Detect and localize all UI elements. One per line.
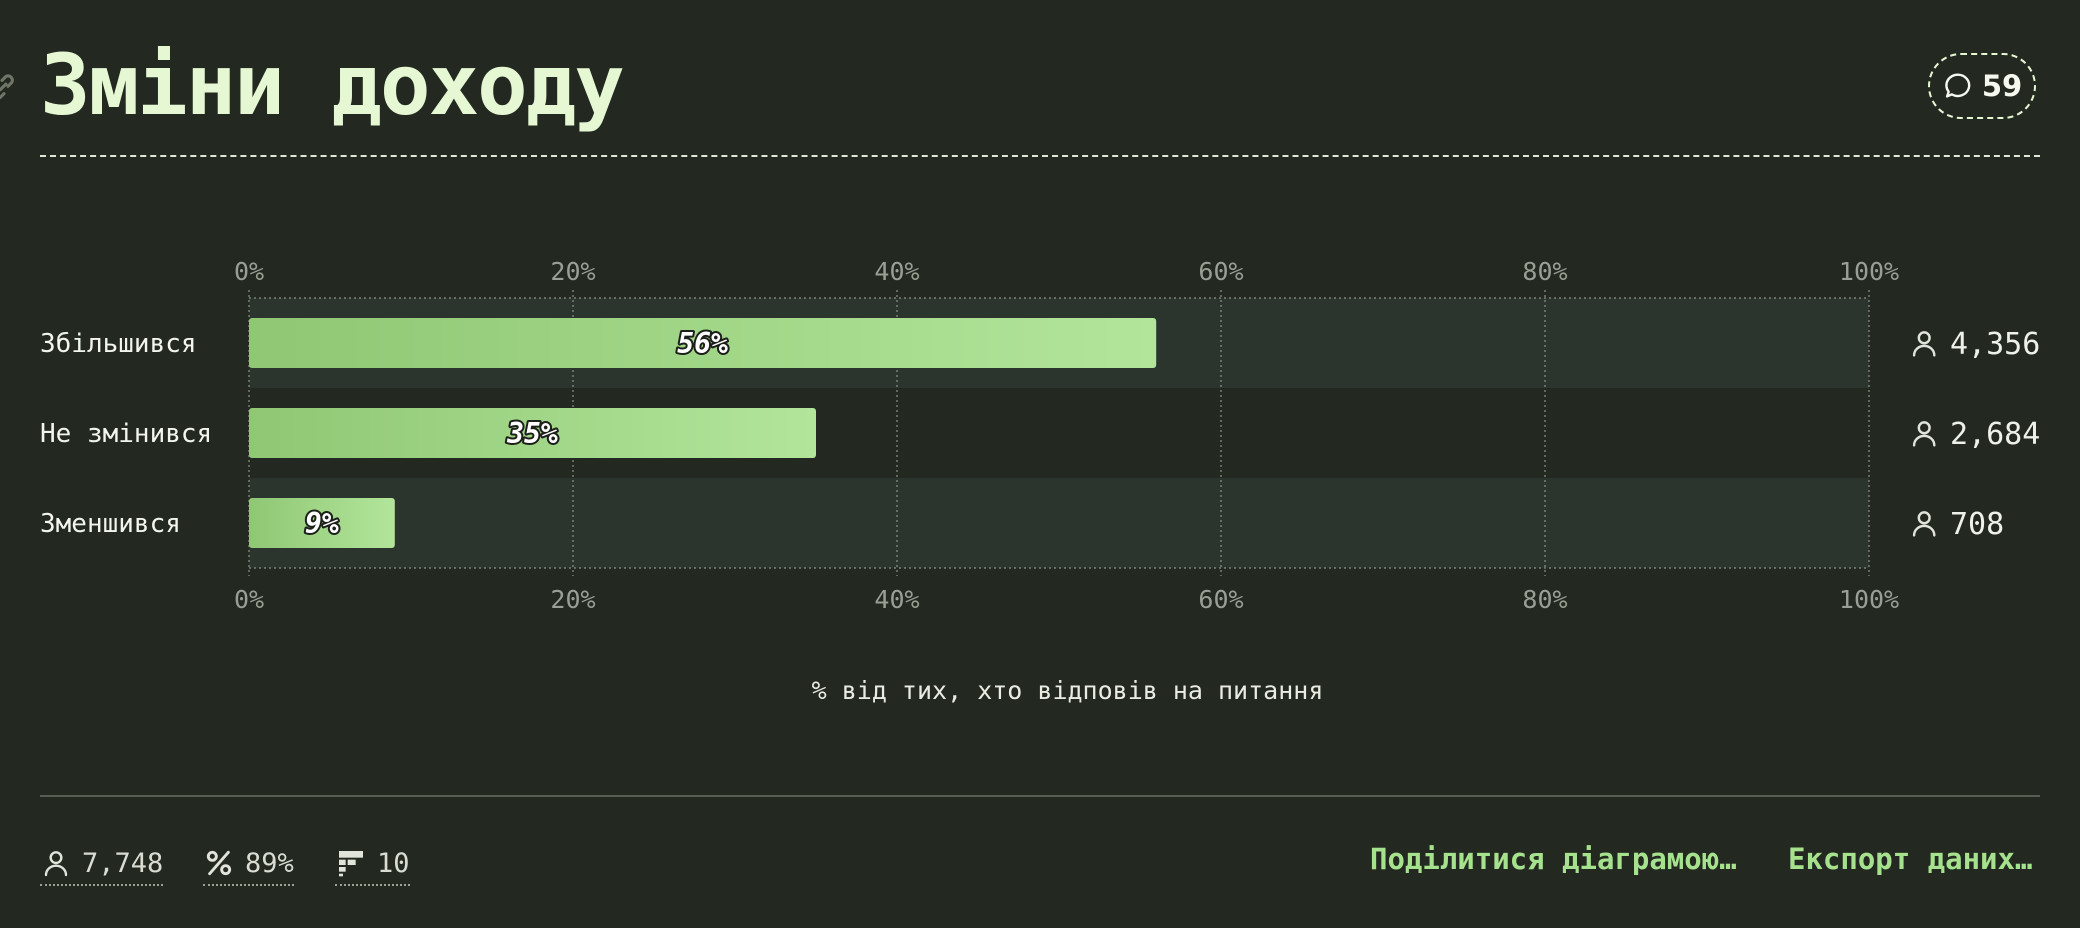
x-tick-label-bottom: 20% xyxy=(550,585,595,614)
comments-button[interactable]: 59 xyxy=(1928,53,2036,119)
x-tick-label-bottom: 0% xyxy=(234,585,264,614)
respondent-count: 2,684 xyxy=(1950,417,2040,452)
respondents-stat[interactable]: 7,748 xyxy=(40,842,164,886)
x-tick-label-top: 80% xyxy=(1522,257,1567,286)
comment-count: 59 xyxy=(1981,69,2023,103)
share-chart-link[interactable]: Поділитися діаграмою… xyxy=(1370,842,1737,876)
person-icon xyxy=(1912,511,1936,537)
title-divider xyxy=(40,155,2040,157)
question-list-icon xyxy=(339,851,363,877)
x-tick-label-top: 60% xyxy=(1198,257,1243,286)
respondent-count: 708 xyxy=(1950,507,2004,542)
person-icon xyxy=(44,851,68,877)
bar xyxy=(249,498,395,548)
bar xyxy=(249,408,816,458)
x-tick-label-top: 40% xyxy=(874,257,919,286)
x-tick-label-top: 100% xyxy=(1839,257,1899,286)
x-tick-label-top: 20% xyxy=(550,257,595,286)
footer-divider xyxy=(40,795,2040,797)
questions-stat[interactable]: 10 xyxy=(335,842,410,886)
bar xyxy=(249,318,1157,368)
category-label: Збільшився xyxy=(40,329,197,359)
response-rate-value: 89% xyxy=(245,847,294,879)
export-data-link[interactable]: Експорт даних… xyxy=(1788,842,2033,876)
x-tick-label-top: 0% xyxy=(234,257,264,286)
bar-value-label: 35% xyxy=(506,417,558,450)
x-tick-label-bottom: 100% xyxy=(1839,585,1899,614)
category-label: Зменшився xyxy=(40,509,181,539)
percent-icon xyxy=(206,850,232,876)
response-rate-stat[interactable]: 89% xyxy=(203,842,294,886)
person-icon xyxy=(1912,331,1936,357)
x-axis-label: % від тих, хто відповів на питання xyxy=(811,676,1324,705)
bar-value-label: 56% xyxy=(677,327,728,360)
person-icon xyxy=(1912,421,1936,447)
bar-value-label: 9% xyxy=(305,507,339,540)
respondents-count: 7,748 xyxy=(82,847,164,879)
questions-count: 10 xyxy=(377,847,410,879)
row-band xyxy=(249,478,1869,568)
category-label: Не змінився xyxy=(40,419,212,449)
page-title: Зміни доходу xyxy=(40,36,625,134)
x-tick-label-bottom: 60% xyxy=(1198,585,1243,614)
x-tick-label-bottom: 80% xyxy=(1522,585,1567,614)
bar-chart: 0% 0% 20% 20% 40% 40% 60% 60% 80% 80% 100% 100% Збіл… xyxy=(40,257,2040,614)
x-tick-label-bottom: 40% xyxy=(874,585,919,614)
respondent-count: 4,356 xyxy=(1950,327,2040,362)
link-icon[interactable] xyxy=(0,70,20,104)
comment-bubble-icon xyxy=(1945,73,1971,98)
